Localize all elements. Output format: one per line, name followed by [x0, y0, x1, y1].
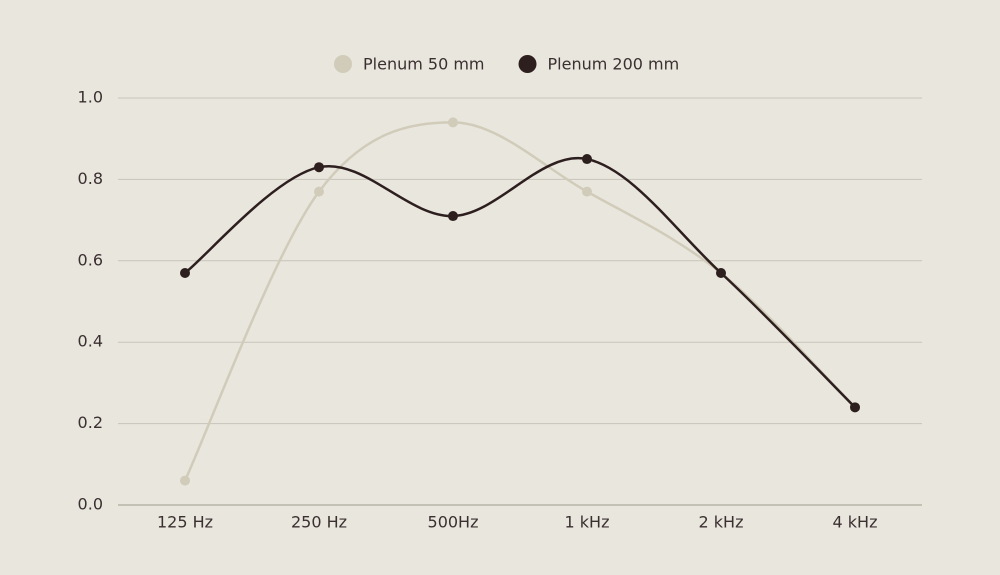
y-tick-label: 0.8: [78, 169, 103, 188]
x-tick-label: 1 kHz: [565, 513, 610, 532]
data-point: [314, 162, 324, 173]
data-point: [716, 268, 726, 279]
data-point: [582, 186, 592, 197]
legend-label: Plenum 50 mm: [363, 55, 485, 74]
y-tick-label: 0.4: [78, 332, 103, 351]
data-point: [180, 475, 190, 486]
series-line: [184, 156, 856, 409]
x-tick-label: 500Hz: [428, 513, 479, 532]
legend-marker: [334, 55, 352, 73]
y-tick-label: 0.6: [78, 250, 103, 269]
data-point: [448, 211, 458, 222]
data-point: [314, 186, 324, 197]
y-tick-label: 0.0: [78, 495, 103, 514]
data-point: [448, 117, 458, 128]
x-tick-label: 125 Hz: [157, 513, 213, 532]
legend-marker: [518, 55, 537, 73]
x-tick-label: 250 Hz: [291, 513, 347, 532]
data-point: [180, 268, 190, 279]
data-point: [582, 154, 592, 165]
data-point: [850, 402, 860, 413]
legend-label: Plenum 200 mm: [548, 55, 680, 74]
y-tick-label: 0.2: [78, 413, 103, 432]
x-tick-label: 4 kHz: [833, 513, 878, 532]
y-tick-label: 1.0: [78, 88, 103, 107]
x-tick-label: 2 kHz: [699, 513, 744, 532]
